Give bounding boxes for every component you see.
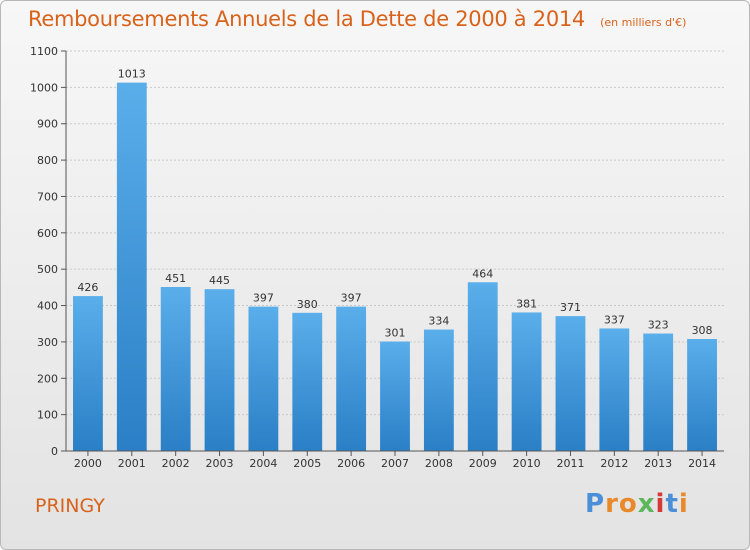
- bar: [511, 312, 542, 451]
- proxiti-logo: Proxiti: [585, 489, 689, 519]
- x-tick-label: 2007: [381, 457, 409, 470]
- x-tick-label: 2003: [206, 457, 234, 470]
- y-tick-label: 0: [51, 445, 58, 458]
- bar-value-label: 1013: [118, 68, 146, 81]
- x-tick-label: 2005: [293, 457, 321, 470]
- bar-value-label: 308: [692, 324, 713, 337]
- x-tick-label: 2009: [469, 457, 497, 470]
- bar: [292, 312, 323, 451]
- bar: [380, 341, 410, 451]
- y-tick-label: 200: [37, 372, 58, 385]
- bar: [687, 339, 717, 451]
- chart-subtitle: (en milliers d'€): [600, 16, 687, 29]
- y-tick-label: 100: [37, 409, 58, 422]
- bar: [204, 289, 235, 451]
- y-tick-label: 700: [37, 190, 58, 203]
- bar-value-label: 397: [341, 292, 362, 305]
- bar-value-label: 426: [77, 281, 98, 294]
- y-tick-label: 900: [37, 118, 58, 131]
- bar: [599, 328, 630, 451]
- y-tick-label: 500: [37, 263, 58, 276]
- bar: [555, 316, 586, 451]
- bar-value-label: 445: [209, 274, 230, 287]
- bar: [467, 282, 498, 451]
- bar: [73, 296, 103, 451]
- y-tick-label: 1100: [30, 45, 58, 58]
- bar: [116, 82, 147, 452]
- x-tick-label: 2010: [513, 457, 541, 470]
- x-tick-label: 2014: [688, 457, 716, 470]
- title-row: Remboursements Annuels de la Dette de 20…: [28, 7, 686, 31]
- x-tick-label: 2013: [644, 457, 672, 470]
- y-tick-label: 600: [37, 227, 58, 240]
- bar-value-label: 337: [604, 313, 625, 326]
- commune-name: PRINGY: [35, 495, 105, 517]
- bar-value-label: 464: [472, 267, 493, 280]
- y-tick-label: 800: [37, 154, 58, 167]
- x-tick-label: 2004: [249, 457, 277, 470]
- y-tick-label: 1000: [30, 81, 58, 94]
- bar-value-label: 323: [648, 319, 669, 332]
- bar-value-label: 334: [428, 315, 449, 328]
- x-tick-label: 2006: [337, 457, 365, 470]
- y-tick-label: 300: [37, 336, 58, 349]
- x-tick-label: 2001: [118, 457, 146, 470]
- bar-value-label: 381: [516, 297, 537, 310]
- bar: [160, 287, 191, 451]
- x-tick-label: 2002: [162, 457, 190, 470]
- x-tick-label: 2000: [74, 457, 102, 470]
- bar-value-label: 451: [165, 272, 186, 285]
- bar: [423, 329, 454, 451]
- bar: [248, 306, 279, 451]
- x-tick-label: 2011: [556, 457, 584, 470]
- bar-value-label: 397: [253, 292, 274, 305]
- chart-title: Remboursements Annuels de la Dette de 20…: [28, 7, 585, 31]
- bar: [643, 333, 674, 451]
- x-tick-label: 2012: [600, 457, 628, 470]
- bar-value-label: 380: [297, 298, 318, 311]
- bar-value-label: 301: [385, 327, 406, 340]
- y-tick-label: 400: [37, 300, 58, 313]
- x-tick-label: 2008: [425, 457, 453, 470]
- bar: [336, 306, 367, 451]
- bar-value-label: 371: [560, 301, 581, 314]
